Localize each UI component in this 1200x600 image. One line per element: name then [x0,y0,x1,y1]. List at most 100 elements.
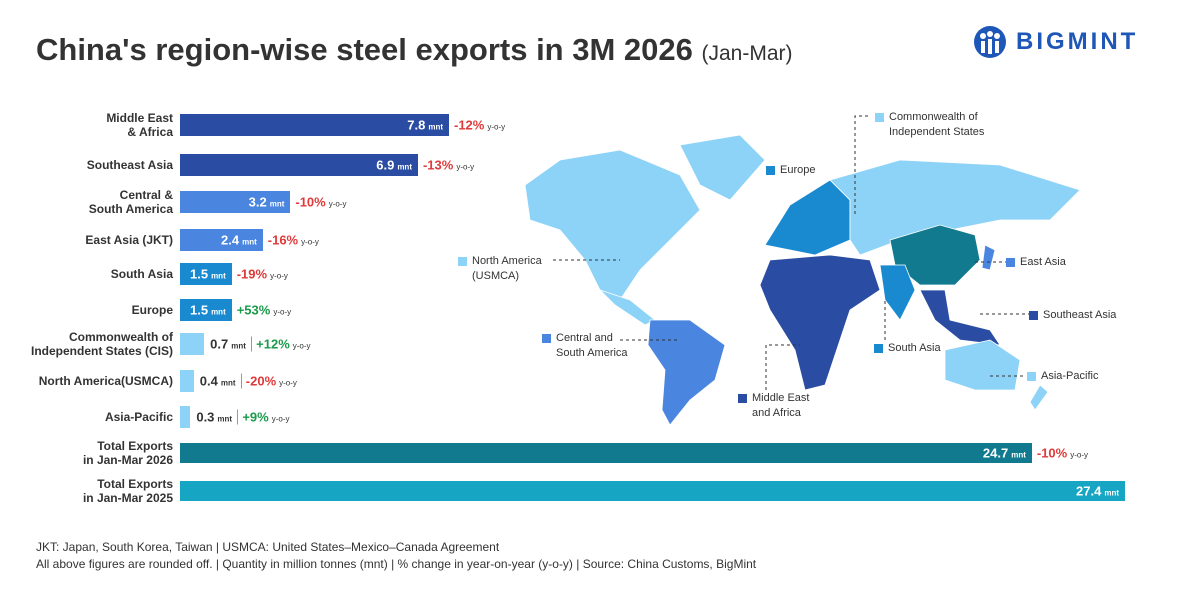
bar [180,229,263,251]
yoy-label: -10% y-o-y [295,195,346,210]
yoy-unit: y-o-y [1070,450,1089,460]
unit: mnt [220,378,236,388]
yoy-unit: y-o-y [270,271,288,281]
bar [180,481,1125,501]
yoy-label: -20% y-o-y [240,373,297,389]
unit: mnt [211,271,226,281]
yoy-value: -10% [295,194,326,210]
yoy-unit: y-o-y [328,199,347,209]
yoy-unit: y-o-y [271,414,290,424]
unit: mnt [1104,488,1119,498]
logo-icon [974,26,1006,58]
yoy-value: -19% [236,266,268,282]
value-label: 6.9 mnt [376,158,412,173]
value: 1.5 [189,266,209,282]
yoy-label: +12% y-o-y [251,336,311,352]
legend-swatch [738,394,747,403]
category-label: North America(USMCA) [38,374,173,388]
category-label: Commonwealth of Independent States (CIS) [30,330,173,358]
value: 6.9 [376,157,395,173]
category-label: Southeast Asia [86,158,173,172]
yoy-unit: y-o-y [279,378,297,388]
value: 0.3 [196,409,215,425]
bar [180,191,291,213]
value-label: 7.8 mnt [407,118,443,133]
value: 24.7 [982,445,1009,461]
map-label: Europe [780,164,816,176]
map-label: Asia-Pacific [1041,370,1099,382]
bar [180,406,191,428]
value-label: 0.7 mnt [210,337,246,352]
category-label: Total Exports in Jan-Mar 2026 [82,439,173,467]
bar [180,154,418,176]
yoy-label: +53% y-o-y [237,303,291,318]
bar [180,333,205,355]
yoy-unit: y-o-y [273,307,292,317]
yoy-unit: y-o-y [292,341,311,351]
yoy-value: -10% [1036,445,1068,461]
title-note: (Jan-Mar) [701,42,793,65]
value-label: 0.3 mnt [196,410,232,425]
value-label: 2.4 mnt [221,233,257,248]
yoy-value: +9% [242,409,269,425]
yoy-value: -16% [267,232,299,248]
map-label: Central and South America [556,332,628,359]
value-label: 1.5 mnt [190,267,226,282]
value: 7.8 [407,117,426,133]
logo-text: BIGMINT [1016,28,1139,55]
bar [180,299,232,321]
legend-swatch [542,334,551,343]
category-label: Total Exports in Jan-Mar 2025 [82,477,173,505]
map-label: Commonwealth of Independent States [889,111,985,138]
bar [180,114,449,136]
yoy-unit: y-o-y [456,162,475,172]
title-block: China's region-wise steel exports in 3M … [36,32,793,68]
value: 27.4 [1076,483,1102,499]
yoy-label: -10% y-o-y [1037,446,1088,461]
value: 2.4 [221,232,240,248]
logo: BIGMINT [972,24,1138,60]
value-label: 0.4 mnt [200,374,236,389]
value-label: 27.4 mnt [1076,484,1119,499]
footnotes: JKT: Japan, South Korea, Taiwan | USMCA:… [36,539,756,573]
yoy-value: +53% [236,302,271,318]
value-label: 1.5 mnt [190,303,226,318]
legend-swatch [1006,258,1015,267]
yoy-value: +12% [256,336,290,352]
unit: mnt [1011,450,1026,460]
legend-swatch [1027,372,1036,381]
map-label: East Asia [1020,256,1066,268]
value-label: 24.7 mnt [983,446,1026,461]
yoy-unit: y-o-y [301,237,319,247]
unit: mnt [269,199,285,209]
bar [180,370,194,392]
yoy-value: -20% [245,373,277,389]
yoy-label: +9% y-o-y [237,409,290,425]
bar [180,443,1032,463]
legend-swatch [458,257,467,266]
legend-swatch [874,344,883,353]
yoy-label: -16% y-o-y [268,233,319,248]
category-label: Central & South America [88,188,173,216]
map-label: South Asia [888,342,941,354]
value: 0.4 [199,373,218,389]
unit: mnt [428,122,444,132]
yoy-label: -13% y-o-y [423,158,474,173]
category-label: Asia-Pacific [104,410,173,424]
yoy-value: -12% [454,117,485,133]
category-label: Europe [131,303,173,317]
unit: mnt [242,237,257,247]
yoy-label: -12% y-o-y [454,118,505,133]
map-label: North America (USMCA) [472,255,542,282]
unit: mnt [211,307,226,317]
legend-swatch [766,166,775,175]
yoy-label: -19% y-o-y [237,267,288,282]
legend-swatch [875,113,884,122]
value: 0.7 [210,336,229,352]
yoy-unit: y-o-y [487,122,506,132]
category-label: East Asia (JKT) [85,233,173,247]
category-label: South Asia [110,267,173,281]
unit: mnt [231,341,246,351]
